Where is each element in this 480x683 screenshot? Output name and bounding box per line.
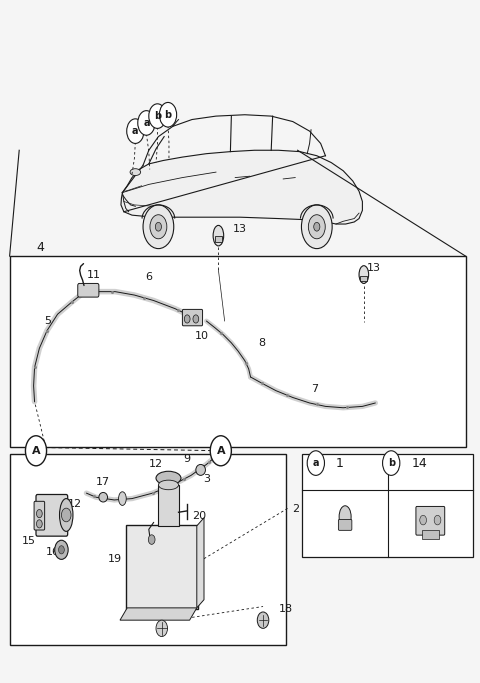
Circle shape — [55, 540, 68, 559]
Ellipse shape — [196, 464, 205, 475]
Text: 11: 11 — [86, 270, 101, 279]
Circle shape — [159, 102, 177, 127]
Text: 8: 8 — [258, 338, 265, 348]
FancyBboxPatch shape — [215, 236, 222, 242]
Circle shape — [148, 535, 155, 544]
Circle shape — [434, 515, 441, 525]
Circle shape — [25, 436, 47, 466]
FancyBboxPatch shape — [416, 507, 444, 535]
Circle shape — [314, 223, 320, 231]
Circle shape — [36, 510, 42, 518]
Circle shape — [301, 205, 332, 249]
Circle shape — [36, 520, 42, 528]
FancyBboxPatch shape — [10, 256, 466, 447]
Text: 7: 7 — [311, 385, 318, 394]
FancyBboxPatch shape — [360, 276, 367, 281]
Text: 12: 12 — [67, 499, 82, 509]
Circle shape — [420, 515, 427, 525]
Ellipse shape — [339, 505, 351, 527]
Ellipse shape — [156, 471, 181, 485]
Polygon shape — [121, 150, 362, 224]
Text: 9: 9 — [184, 454, 191, 464]
Text: 13: 13 — [366, 263, 381, 273]
Circle shape — [149, 104, 166, 128]
Text: 5: 5 — [45, 316, 51, 326]
Text: 20: 20 — [192, 511, 206, 520]
FancyBboxPatch shape — [78, 283, 99, 297]
Text: 1: 1 — [336, 456, 344, 470]
Text: 13: 13 — [233, 224, 247, 234]
FancyBboxPatch shape — [10, 454, 286, 645]
Text: 10: 10 — [194, 331, 209, 341]
Text: 12: 12 — [149, 460, 163, 469]
Circle shape — [184, 315, 190, 323]
Text: b: b — [388, 458, 395, 468]
Ellipse shape — [119, 492, 126, 505]
FancyBboxPatch shape — [158, 485, 179, 526]
Ellipse shape — [60, 499, 73, 531]
Text: 4: 4 — [37, 240, 45, 254]
Ellipse shape — [130, 169, 141, 176]
Text: 14: 14 — [412, 456, 428, 470]
Text: 19: 19 — [108, 554, 122, 563]
Text: 16: 16 — [46, 547, 60, 557]
Ellipse shape — [213, 225, 224, 246]
FancyBboxPatch shape — [302, 454, 473, 557]
Circle shape — [210, 436, 231, 466]
Text: 2: 2 — [292, 504, 299, 514]
Circle shape — [59, 546, 64, 554]
Polygon shape — [120, 608, 197, 620]
Circle shape — [150, 214, 167, 239]
Circle shape — [257, 612, 269, 628]
Polygon shape — [197, 518, 204, 608]
Circle shape — [156, 223, 161, 231]
FancyBboxPatch shape — [126, 525, 198, 609]
Circle shape — [61, 508, 71, 522]
Text: 17: 17 — [96, 477, 110, 486]
Circle shape — [138, 111, 155, 135]
Text: b: b — [165, 110, 171, 120]
Text: 3: 3 — [203, 475, 210, 484]
Circle shape — [193, 315, 199, 323]
Ellipse shape — [359, 266, 369, 283]
Circle shape — [143, 205, 174, 249]
Text: 6: 6 — [145, 272, 152, 281]
Text: A: A — [216, 446, 225, 456]
Text: a: a — [132, 126, 139, 136]
FancyBboxPatch shape — [338, 519, 352, 530]
FancyBboxPatch shape — [182, 309, 203, 326]
FancyBboxPatch shape — [34, 501, 45, 530]
Text: 18: 18 — [278, 604, 293, 614]
FancyBboxPatch shape — [421, 530, 439, 538]
Text: A: A — [32, 446, 40, 456]
Text: 15: 15 — [22, 536, 36, 546]
Text: a: a — [143, 118, 150, 128]
Circle shape — [308, 214, 325, 239]
Circle shape — [127, 119, 144, 143]
FancyBboxPatch shape — [36, 494, 68, 536]
Text: a: a — [312, 458, 319, 468]
Circle shape — [307, 451, 324, 475]
Ellipse shape — [99, 492, 108, 502]
Ellipse shape — [158, 480, 179, 490]
Circle shape — [383, 451, 400, 475]
Text: b: b — [154, 111, 161, 121]
Circle shape — [156, 620, 168, 637]
